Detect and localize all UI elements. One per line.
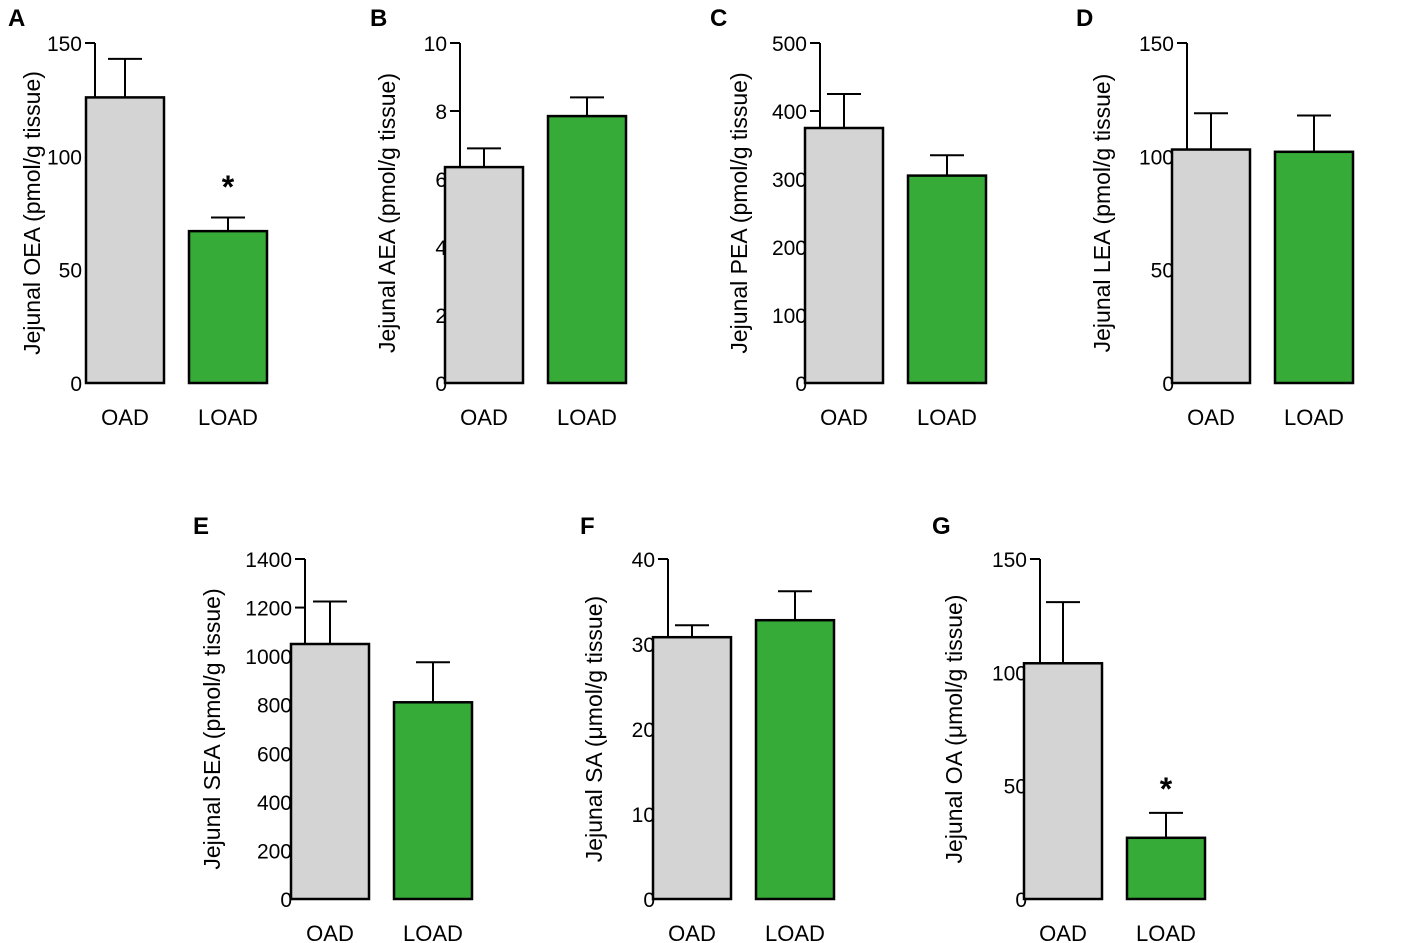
y-tick-label: 150 [47, 33, 82, 56]
x-category-label: LOAD [1136, 921, 1196, 943]
panel-e: E Jejunal SEA (pmol/g tissue) 0 200 400 600 80… [193, 513, 474, 943]
y-tick-label: 2 [435, 305, 447, 328]
bar-load [754, 618, 836, 901]
panel-letter: F [580, 513, 595, 540]
y-tick-label: 50 [59, 260, 82, 283]
panel-g: G Jejunal OA (μmol/g tissue) 0 50 100 150 OAD L… [932, 513, 1207, 943]
panel-a: A Jejunal OEA (pmol/g tissue) 0 50 100 150 OAD… [8, 5, 269, 430]
x-category-label: OAD [460, 405, 508, 430]
y-tick-label: 30 [632, 634, 655, 657]
bar-load [187, 229, 269, 385]
x-category-label: OAD [1187, 405, 1235, 430]
bar-oad [84, 96, 166, 385]
y-tick-label: 500 [772, 33, 807, 56]
panel-c: C Jejunal PEA (pmol/g tissue) 0 100 200 300 40… [710, 5, 988, 430]
y-axis-title: Jejunal LEA (pmol/g tissue) [1089, 74, 1115, 353]
x-category-label: OAD [1039, 921, 1087, 943]
bar-load [546, 114, 628, 385]
significance-star: * [222, 169, 235, 205]
bar-load [1273, 150, 1355, 385]
y-tick-label: 10 [424, 33, 447, 56]
y-tick-label: 100 [772, 305, 807, 328]
x-category-label: LOAD [917, 405, 977, 430]
y-tick-label: 400 [772, 101, 807, 124]
panel-letter: B [370, 5, 387, 32]
bar-oad [1022, 662, 1104, 901]
y-tick-label: 0 [435, 373, 447, 396]
x-category-label: LOAD [403, 921, 463, 943]
y-tick-label: 6 [435, 169, 447, 192]
y-tick-label: 1400 [245, 549, 292, 572]
y-tick-label: 1000 [245, 646, 292, 669]
panel-letter: C [710, 5, 727, 32]
panel-f: F Jejunal SA (μmol/g tissue) 0 10 20 30 40 OAD L… [580, 513, 836, 943]
y-tick-label: 0 [795, 373, 807, 396]
y-tick-label: 0 [1015, 889, 1027, 912]
x-category-label: OAD [820, 405, 868, 430]
y-tick-label: 20 [632, 719, 655, 742]
bar-load [1125, 836, 1207, 901]
panel-letter: G [932, 513, 951, 540]
y-tick-label: 150 [1139, 33, 1174, 56]
y-tick-label: 100 [1139, 146, 1174, 169]
bar-oad [289, 642, 371, 901]
y-tick-label: 100 [47, 146, 82, 169]
y-tick-label: 0 [1162, 373, 1174, 396]
y-tick-label: 0 [280, 889, 292, 912]
y-tick-label: 200 [257, 840, 292, 863]
y-tick-label: 1200 [245, 598, 292, 621]
panel-letter: D [1076, 5, 1093, 32]
x-category-label: LOAD [557, 405, 617, 430]
panel-letter: A [8, 5, 25, 32]
x-category-label: OAD [306, 921, 354, 943]
y-tick-label: 150 [992, 549, 1027, 572]
y-tick-label: 100 [992, 662, 1027, 685]
significance-star: * [1160, 771, 1173, 807]
y-axis-title: Jejunal SA (μmol/g tissue) [581, 596, 607, 862]
y-tick-label: 300 [772, 169, 807, 192]
y-tick-label: 50 [1151, 260, 1174, 283]
x-category-label: LOAD [765, 921, 825, 943]
y-axis-title: Jejunal OA (μmol/g tissue) [941, 595, 967, 864]
x-category-label: OAD [101, 405, 149, 430]
y-tick-label: 600 [257, 743, 292, 766]
y-tick-label: 10 [632, 804, 655, 827]
x-category-label: OAD [668, 921, 716, 943]
bar-load [392, 701, 474, 901]
y-axis-title: Jejunal OEA (pmol/g tissue) [19, 71, 45, 355]
y-axis-title: Jejunal AEA (pmol/g tissue) [374, 73, 400, 353]
x-category-label: LOAD [1284, 405, 1344, 430]
y-axis-title: Jejunal SEA (pmol/g tissue) [199, 588, 225, 869]
panel-d: D Jejunal LEA (pmol/g tissue) 0 50 100 150 OAD… [1076, 5, 1355, 430]
y-tick-label: 800 [257, 695, 292, 718]
bar-oad [443, 165, 525, 385]
y-tick-label: 0 [643, 889, 655, 912]
bar-oad [1170, 148, 1252, 385]
bar-oad [651, 635, 733, 901]
y-axis-title: Jejunal PEA (pmol/g tissue) [726, 72, 752, 353]
panel-letter: E [193, 513, 209, 540]
y-tick-label: 40 [632, 549, 655, 572]
bar-load [906, 174, 988, 385]
y-tick-label: 8 [435, 101, 447, 124]
bar-oad [803, 126, 885, 385]
x-category-label: LOAD [198, 405, 258, 430]
y-tick-label: 0 [70, 373, 82, 396]
y-tick-label: 50 [1004, 776, 1027, 799]
y-tick-label: 200 [772, 237, 807, 260]
y-tick-label: 400 [257, 792, 292, 815]
